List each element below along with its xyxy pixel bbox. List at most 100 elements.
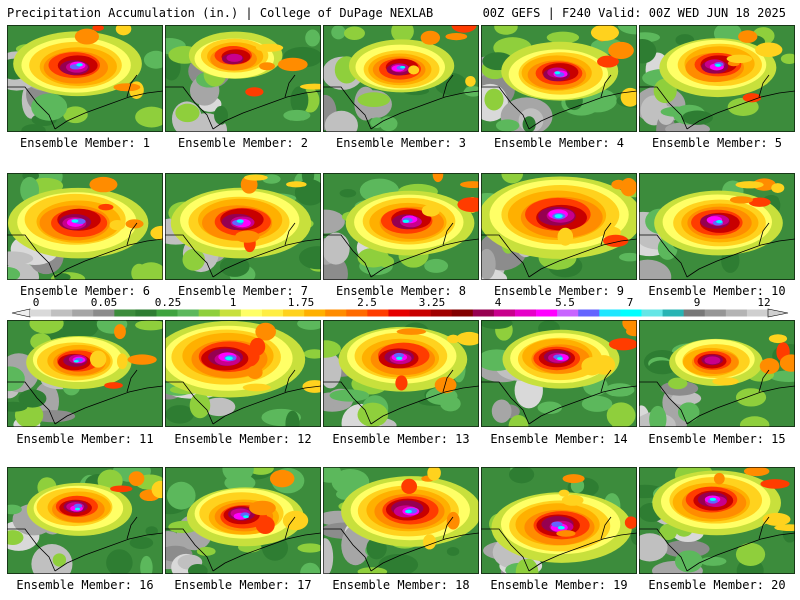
ensemble-panel-3 — [323, 25, 479, 132]
state-border-lines — [481, 516, 637, 572]
colorbar-segment — [409, 309, 431, 317]
ensemble-panel-19 — [481, 467, 637, 574]
colorbar-segment — [325, 309, 347, 317]
ensemble-member-label: Ensemble Member: 8 — [335, 284, 467, 298]
precip-map-16 — [7, 467, 163, 574]
ensemble-member-label: Ensemble Member: 7 — [177, 284, 309, 298]
ensemble-panel-10 — [639, 173, 795, 280]
ensemble-member-label: Ensemble Member: 5 — [651, 136, 783, 150]
colorbar-segment — [135, 309, 157, 317]
colorbar-tick-label: 12 — [757, 296, 771, 309]
colorbar-segment — [557, 309, 579, 317]
precip-map-15 — [639, 320, 795, 427]
ensemble-panel-16 — [7, 467, 163, 574]
ensemble-member-label: Ensemble Member: 20 — [648, 578, 786, 592]
state-border-lines — [165, 74, 321, 130]
state-border-lines — [639, 516, 795, 572]
ensemble-panel-7 — [165, 173, 321, 280]
ensemble-panel-11 — [7, 320, 163, 427]
state-border-lines — [165, 369, 321, 425]
state-border-lines — [7, 222, 163, 278]
state-border-lines — [7, 369, 163, 425]
colorbar-segment — [51, 309, 73, 317]
ensemble-panel-5 — [639, 25, 795, 132]
ensemble-panel-4 — [481, 25, 637, 132]
colorbar-segment — [451, 309, 474, 317]
precip-map-6 — [7, 173, 163, 280]
colorbar-segment — [578, 309, 600, 317]
precip-map-11 — [7, 320, 163, 427]
colorbar-tick-label: 7 — [626, 296, 634, 309]
ensemble-panel-13 — [323, 320, 479, 427]
colorbar-segment — [704, 309, 727, 317]
precip-map-4 — [481, 25, 637, 132]
colorbar-segment — [198, 309, 221, 317]
colorbar-segment — [620, 309, 642, 317]
state-border-lines — [639, 74, 795, 130]
colorbar-min-arrow — [11, 308, 31, 318]
state-border-lines — [7, 516, 163, 572]
ensemble-member-label: Ensemble Member: 1 — [19, 136, 151, 150]
precipitation-colorbar — [11, 308, 789, 318]
colorbar-segment — [746, 309, 769, 317]
colorbar-tick-label: 9 — [693, 296, 701, 309]
ensemble-member-label: Ensemble Member: 19 — [490, 578, 628, 592]
colorbar-segment — [177, 309, 199, 317]
colorbar-segment — [219, 309, 242, 317]
ensemble-member-label: Ensemble Member: 12 — [174, 432, 312, 446]
state-border-lines — [323, 74, 479, 130]
state-border-lines — [165, 222, 321, 278]
model-run-info: 00Z GEFS | F240 Valid: 00Z WED JUN 18 20… — [482, 6, 786, 20]
ensemble-panel-9 — [481, 173, 637, 280]
precip-map-19 — [481, 467, 637, 574]
colorbar-segment — [641, 309, 663, 317]
ensemble-panel-12 — [165, 320, 321, 427]
colorbar-segment — [93, 309, 115, 317]
colorbar-segment — [514, 309, 537, 317]
colorbar-segment — [30, 309, 52, 317]
ensemble-panel-18 — [323, 467, 479, 574]
colorbar-tick-label: 0.05 — [90, 296, 118, 309]
state-border-lines — [481, 74, 637, 130]
precip-map-5 — [639, 25, 795, 132]
ensemble-member-label: Ensemble Member: 15 — [648, 432, 786, 446]
precip-map-3 — [323, 25, 479, 132]
map-title: Precipitation Accumulation (in.) | Colle… — [7, 6, 434, 20]
colorbar-segment — [472, 309, 495, 317]
colorbar-tick-label: 4 — [494, 296, 502, 309]
ensemble-member-label: Ensemble Member: 9 — [493, 284, 625, 298]
colorbar-segment — [662, 309, 684, 317]
colorbar-segment — [599, 309, 621, 317]
colorbar-tick-label: 5.5 — [555, 296, 575, 309]
ensemble-panel-2 — [165, 25, 321, 132]
state-border-lines — [639, 369, 795, 425]
precip-map-2 — [165, 25, 321, 132]
colorbar-segment — [683, 309, 706, 317]
colorbar-segment — [261, 309, 284, 317]
colorbar-segment — [493, 309, 516, 317]
state-border-lines — [481, 369, 637, 425]
header: Precipitation Accumulation (in.) | Colle… — [0, 0, 800, 22]
ensemble-member-label: Ensemble Member: 11 — [16, 432, 154, 446]
colorbar-segment — [114, 309, 136, 317]
colorbar-tick-label: 3.25 — [418, 296, 446, 309]
colorbar-segment — [156, 309, 178, 317]
ensemble-member-label: Ensemble Member: 10 — [648, 284, 786, 298]
colorbar-tick-label: 2.5 — [357, 296, 377, 309]
state-border-lines — [165, 516, 321, 572]
colorbar-tick-label: 0 — [32, 296, 40, 309]
ensemble-panel-20 — [639, 467, 795, 574]
ensemble-member-label: Ensemble Member: 6 — [19, 284, 151, 298]
precip-map-9 — [481, 173, 637, 280]
state-border-lines — [7, 74, 163, 130]
colorbar-segment — [346, 309, 368, 317]
ensemble-panel-15 — [639, 320, 795, 427]
precip-map-8 — [323, 173, 479, 280]
state-border-lines — [323, 516, 479, 572]
colorbar-tick-label: 0.25 — [154, 296, 182, 309]
ensemble-panel-6 — [7, 173, 163, 280]
colorbar-segment — [72, 309, 94, 317]
precip-map-20 — [639, 467, 795, 574]
ensemble-panel-17 — [165, 467, 321, 574]
colorbar-tick-label: 1.75 — [287, 296, 315, 309]
